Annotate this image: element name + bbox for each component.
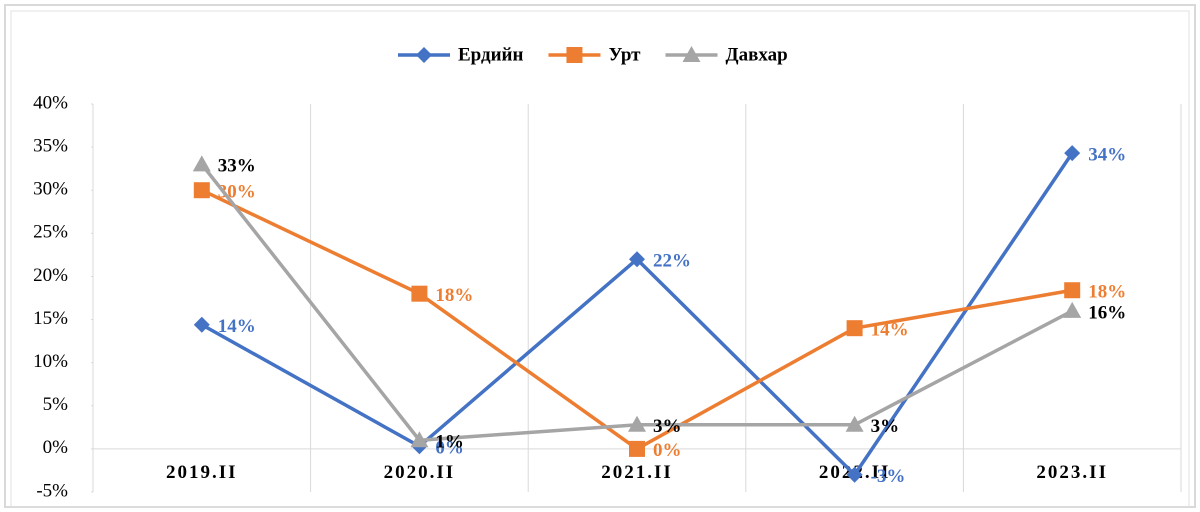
- data-label: 14%: [218, 316, 256, 337]
- y-tick-label: -5%: [36, 480, 68, 501]
- marker: [193, 316, 210, 333]
- data-label: 1%: [435, 432, 464, 453]
- legend-label: Урт: [608, 44, 641, 65]
- data-label: 34%: [1088, 145, 1126, 166]
- marker: [192, 155, 211, 172]
- data-label: -3%: [871, 466, 906, 487]
- legend-label: Ердийн: [458, 44, 523, 65]
- marker: [629, 440, 645, 457]
- marker: [411, 285, 428, 302]
- y-tick-label: 40%: [33, 92, 68, 113]
- data-label: 33%: [218, 156, 256, 177]
- marker: [1064, 282, 1081, 299]
- marker: [846, 466, 863, 483]
- legend-label: Давхар: [726, 44, 788, 65]
- data-label: 18%: [435, 285, 473, 306]
- y-tick-label: 35%: [33, 135, 68, 156]
- marker: [193, 182, 210, 199]
- data-label: 3%: [871, 416, 900, 437]
- plot-frame: [10, 10, 1190, 508]
- data-label: 3%: [653, 416, 682, 437]
- y-tick-label: 20%: [33, 265, 68, 286]
- y-tick-label: 5%: [43, 394, 69, 415]
- marker: [1063, 301, 1082, 318]
- y-tick-label: 15%: [33, 308, 68, 329]
- data-label: 16%: [1088, 302, 1126, 323]
- marker: [845, 415, 864, 432]
- data-label: 22%: [653, 251, 691, 272]
- y-tick-label: 30%: [33, 179, 68, 200]
- y-tick-label: 0%: [43, 437, 69, 458]
- x-tick-label: 2023.II: [1036, 462, 1108, 483]
- x-tick-label: 2020.II: [384, 462, 456, 483]
- data-label: 18%: [1088, 282, 1126, 303]
- x-tick-label: 2019.II: [166, 462, 238, 483]
- marker: [566, 47, 583, 63]
- marker: [629, 251, 645, 268]
- series: 33% 1% 3% 3% 16%: [192, 155, 1126, 453]
- data-label: 14%: [871, 320, 909, 341]
- marker: [846, 320, 863, 337]
- marker: [410, 431, 429, 448]
- marker: [682, 46, 701, 62]
- data-label: 0%: [653, 440, 682, 461]
- y-tick-label: 25%: [33, 222, 68, 243]
- data-label: 0%: [435, 438, 464, 459]
- x-tick-label: 2021.II: [601, 462, 673, 483]
- chart-frame: [4, 4, 1196, 508]
- marker: [1064, 145, 1081, 162]
- marker: [628, 415, 646, 432]
- marker: [416, 47, 432, 63]
- y-tick-label: 10%: [33, 351, 68, 372]
